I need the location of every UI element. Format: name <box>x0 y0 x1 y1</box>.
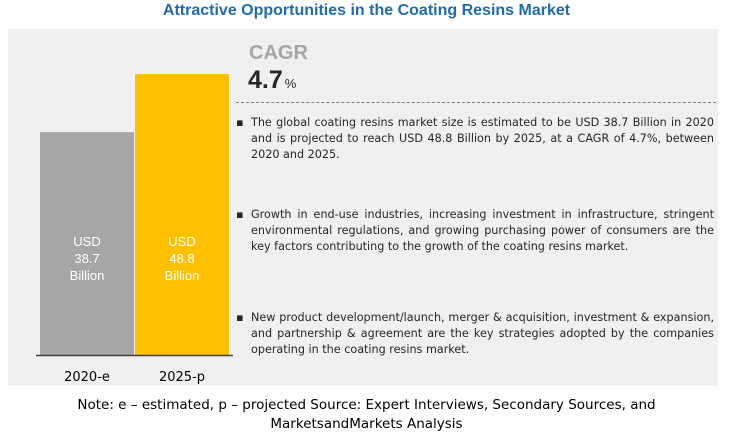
bullet-icon: ▪ <box>236 311 244 324</box>
bar-data-label: Billion <box>70 268 105 283</box>
source-note: Note: e – estimated, p – projected Sourc… <box>77 397 656 432</box>
cagr-label: CAGR <box>249 42 308 64</box>
key-point-3: ▪ New product development/launch, merger… <box>236 310 714 358</box>
x-tick-label: 2020-e <box>64 370 110 385</box>
bar-data-label: Billion <box>165 268 200 283</box>
cagr-unit: % <box>284 76 297 91</box>
bar-2025-p <box>135 74 229 355</box>
bullet-icon: ▪ <box>236 116 244 129</box>
bar-2020-e <box>40 132 134 355</box>
key-point-2: ▪ Growth in end-use industries, increasi… <box>236 207 714 255</box>
key-point-text: New product development/launch, merger &… <box>251 311 714 356</box>
key-point-text: The global coating resins market size is… <box>251 116 714 161</box>
chart-title: Attractive Opportunities in the Coating … <box>162 2 571 19</box>
bullet-icon: ▪ <box>236 208 244 221</box>
bar-data-label: USD <box>73 234 100 249</box>
key-point-text: Growth in end-use industries, increasing… <box>251 208 714 253</box>
cagr-value: 4.7% <box>248 66 296 95</box>
bar-data-label: 38.7 <box>74 251 99 266</box>
cagr-divider <box>236 102 716 103</box>
x-tick-label: 2025-p <box>159 370 205 385</box>
key-point-1: ▪ The global coating resins market size … <box>236 115 714 163</box>
bar-data-label: USD <box>168 234 195 249</box>
bar-data-label: 48.8 <box>169 251 194 266</box>
cagr-number: 4.7 <box>248 66 283 94</box>
